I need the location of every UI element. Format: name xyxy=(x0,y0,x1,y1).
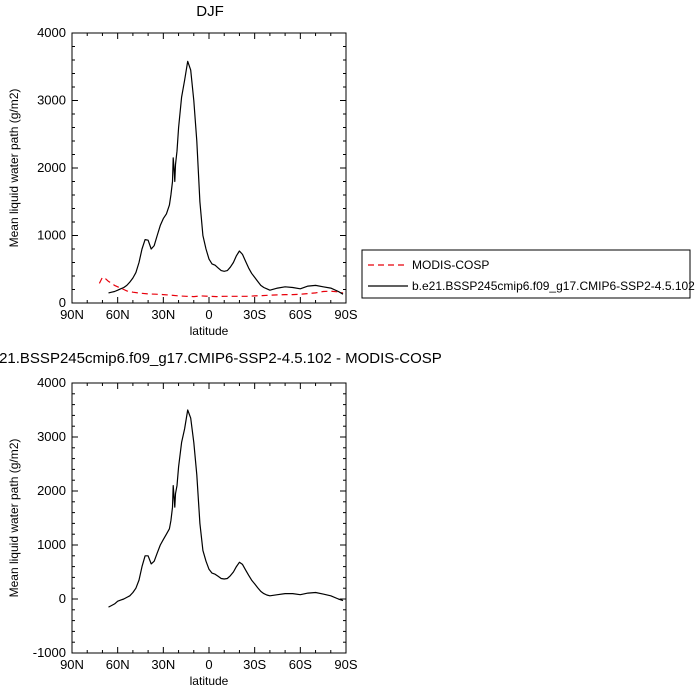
y-tick-label: 3000 xyxy=(37,429,66,444)
legend-box xyxy=(361,249,691,299)
series-line-0 xyxy=(98,276,344,298)
legend-label-model: b.e21.BSSP245cmip6.f09_g17.CMIP6-SSP2-4.… xyxy=(412,279,695,293)
bottom-plot-series xyxy=(108,409,344,608)
bottom-plot-y-label: Mean liquid water path (g/m2) xyxy=(7,439,21,598)
x-tick-label: 90S xyxy=(334,657,357,672)
legend: MODIS-COSP b.e21.BSSP245cmip6.f09_g17.CM… xyxy=(361,249,695,299)
bottom-plot-title: b.e21.BSSP245cmip6.f09_g17.CMIP6-SSP2-4.… xyxy=(0,350,442,367)
y-tick-label: 2000 xyxy=(37,483,66,498)
x-tick-label: 60S xyxy=(289,307,312,322)
x-tick-label: 90S xyxy=(334,307,357,322)
x-tick-label: 90N xyxy=(60,307,84,322)
top-plot-frame xyxy=(71,32,347,304)
y-tick-label: 1000 xyxy=(37,228,66,243)
bottom-plot-frame xyxy=(71,382,347,654)
y-tick-label: 1000 xyxy=(37,537,66,552)
top-plot-y-axis: 0 1000 2000 3000 4000 xyxy=(37,25,346,310)
x-tick-label: 60N xyxy=(106,307,130,322)
top-plot-title: DJF xyxy=(196,3,224,20)
bottom-plot: b.e21.BSSP245cmip6.f09_g17.CMIP6-SSP2-4.… xyxy=(0,350,442,688)
top-plot-series xyxy=(98,60,344,298)
bottom-plot-x-label: latitude xyxy=(190,674,229,688)
x-tick-label: 60S xyxy=(289,657,312,672)
y-tick-label: -1000 xyxy=(33,645,66,660)
top-plot-x-label: latitude xyxy=(190,324,229,338)
x-tick-label: 30N xyxy=(151,307,175,322)
y-tick-label: 4000 xyxy=(37,375,66,390)
bottom-plot-x-axis: 90N 60N 30N 0 30S 60S 90S xyxy=(60,383,358,672)
y-tick-label: 3000 xyxy=(37,93,66,108)
series-line-1 xyxy=(108,60,344,295)
legend-label-modis: MODIS-COSP xyxy=(412,258,489,272)
y-tick-label: 2000 xyxy=(37,160,66,175)
top-plot-x-axis: 90N 60N 30N 0 30S 60S 90S xyxy=(60,33,358,322)
bottom-plot-y-axis: -1000 0 1000 2000 3000 4000 xyxy=(33,375,346,660)
y-tick-label: 0 xyxy=(59,591,66,606)
y-tick-label: 0 xyxy=(59,295,66,310)
y-tick-label: 4000 xyxy=(37,25,66,40)
x-tick-label: 90N xyxy=(60,657,84,672)
x-tick-label: 30S xyxy=(243,307,266,322)
x-tick-label: 30N xyxy=(151,657,175,672)
x-tick-label: 30S xyxy=(243,657,266,672)
series-line-0 xyxy=(108,409,344,608)
x-tick-label: 60N xyxy=(106,657,130,672)
x-tick-label: 0 xyxy=(205,307,212,322)
top-plot-y-label: Mean liquid water path (g/m2) xyxy=(7,89,21,248)
x-tick-label: 0 xyxy=(205,657,212,672)
